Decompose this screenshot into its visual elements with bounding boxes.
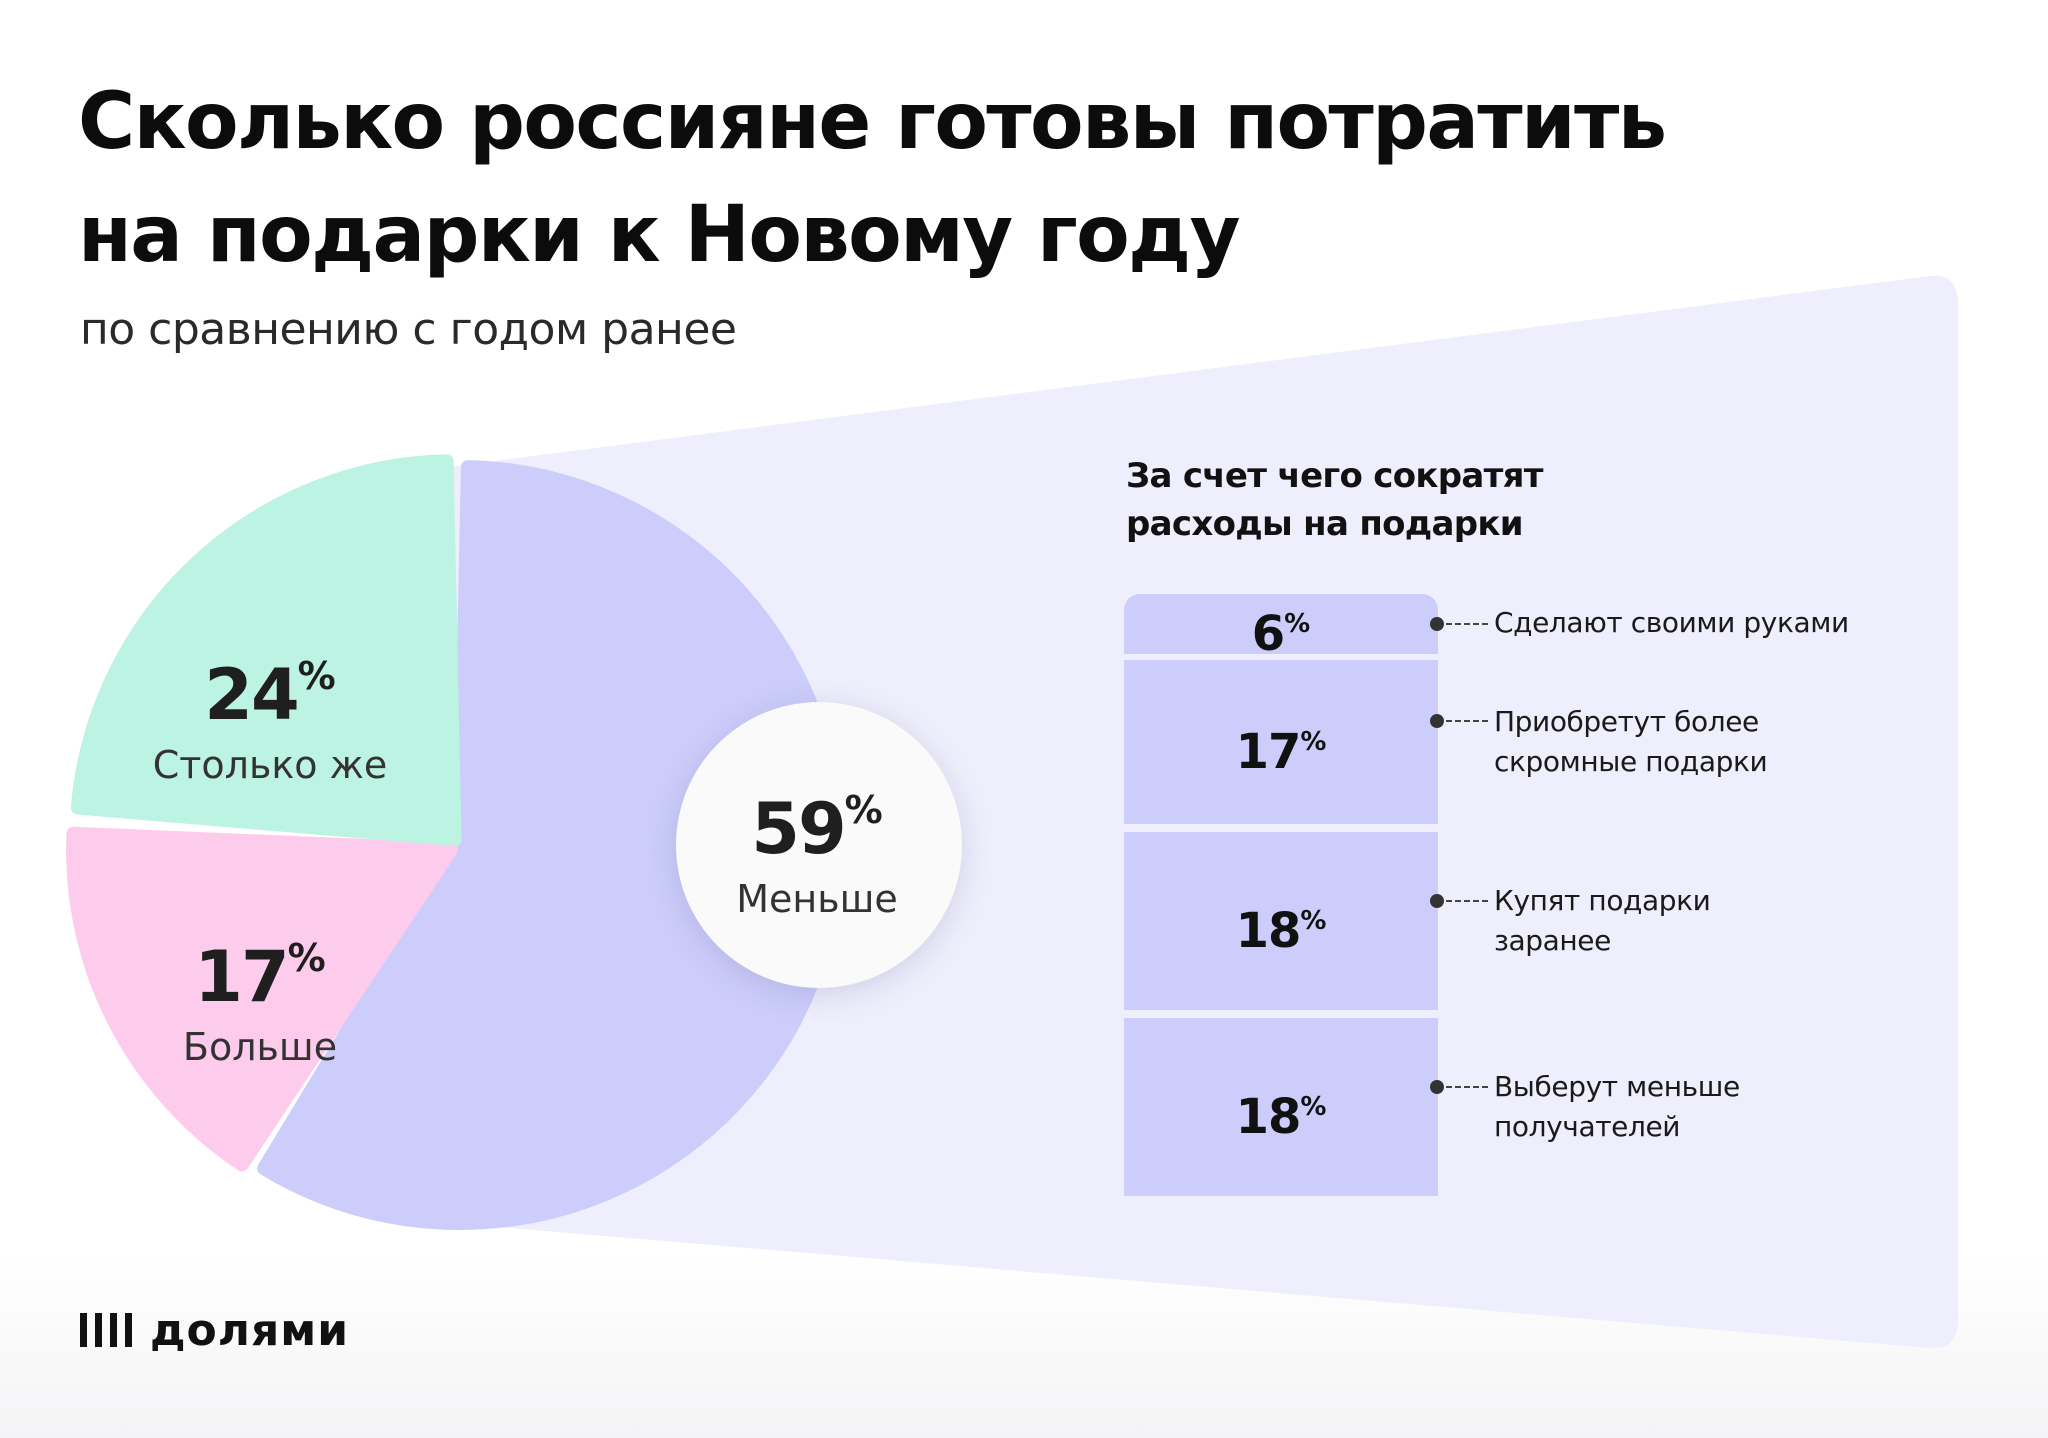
slice-name-more: Больше (182, 1025, 338, 1069)
slice-name-same: Столько же (152, 743, 388, 787)
slice-value-less: 59% (751, 788, 883, 870)
reason-buy-early: Купят подарки заранее (1494, 884, 1711, 957)
leader-dot (1430, 714, 1444, 728)
slice-label-more: 17% Больше (100, 918, 420, 1069)
leader-dot (1430, 617, 1444, 631)
breakdown-bar-fewer-recipients: 18% (1124, 1018, 1438, 1196)
breakdown-bar-handmade: 6% (1124, 594, 1438, 662)
slice-label-same: 24% Столько же (110, 636, 430, 787)
pie-slice-same (70, 454, 462, 847)
breakdown-value-modest-gifts: 17% (1235, 724, 1327, 780)
page-subtitle: по сравнению с годом ранее (80, 304, 737, 355)
logo-wordmark: долями (150, 1304, 350, 1356)
leader-buy-early (1430, 894, 1548, 908)
breakdown-bar-modest-gifts: 17% (1124, 660, 1438, 824)
pie-chart (66, 454, 845, 1230)
pie-slice-more (66, 826, 459, 1172)
leader-dash (1446, 900, 1488, 902)
slice-label-less: 59% Меньше (657, 770, 977, 921)
dolyami-logo: долями (80, 1304, 350, 1356)
breakdown-bar-buy-early: 18% (1124, 832, 1438, 1010)
slice-value-same: 24% (204, 654, 336, 736)
leader-handmade (1430, 617, 1548, 631)
page-title: Сколько россияне готовы потратить на под… (78, 77, 1667, 280)
breakdown-value-handmade: 6% (1251, 606, 1311, 662)
less-center-badge (676, 702, 962, 988)
breakdown-heading: За счет чего сократят расходы на подарки (1126, 456, 1544, 544)
leader-dot (1430, 894, 1444, 908)
four-bars-logo-icon (80, 1313, 132, 1347)
reason-handmade: Сделают своими руками (1494, 606, 1849, 639)
slice-name-less: Меньше (736, 877, 898, 921)
leader-dash (1446, 623, 1488, 625)
reason-modest-gifts: Приобретут более скромные подарки (1494, 705, 1768, 778)
leader-fewer-recipients (1430, 1080, 1548, 1094)
leader-dash (1446, 1086, 1488, 1088)
breakdown-value-fewer-recipients: 18% (1235, 1089, 1327, 1145)
leader-dash (1446, 720, 1488, 722)
breakdown-value-buy-early: 18% (1235, 903, 1327, 959)
leader-modest-gifts (1430, 714, 1548, 728)
leader-dot (1430, 1080, 1444, 1094)
slice-value-more: 17% (194, 936, 326, 1018)
reason-fewer-recipients: Выберут меньше получателей (1494, 1070, 1740, 1143)
